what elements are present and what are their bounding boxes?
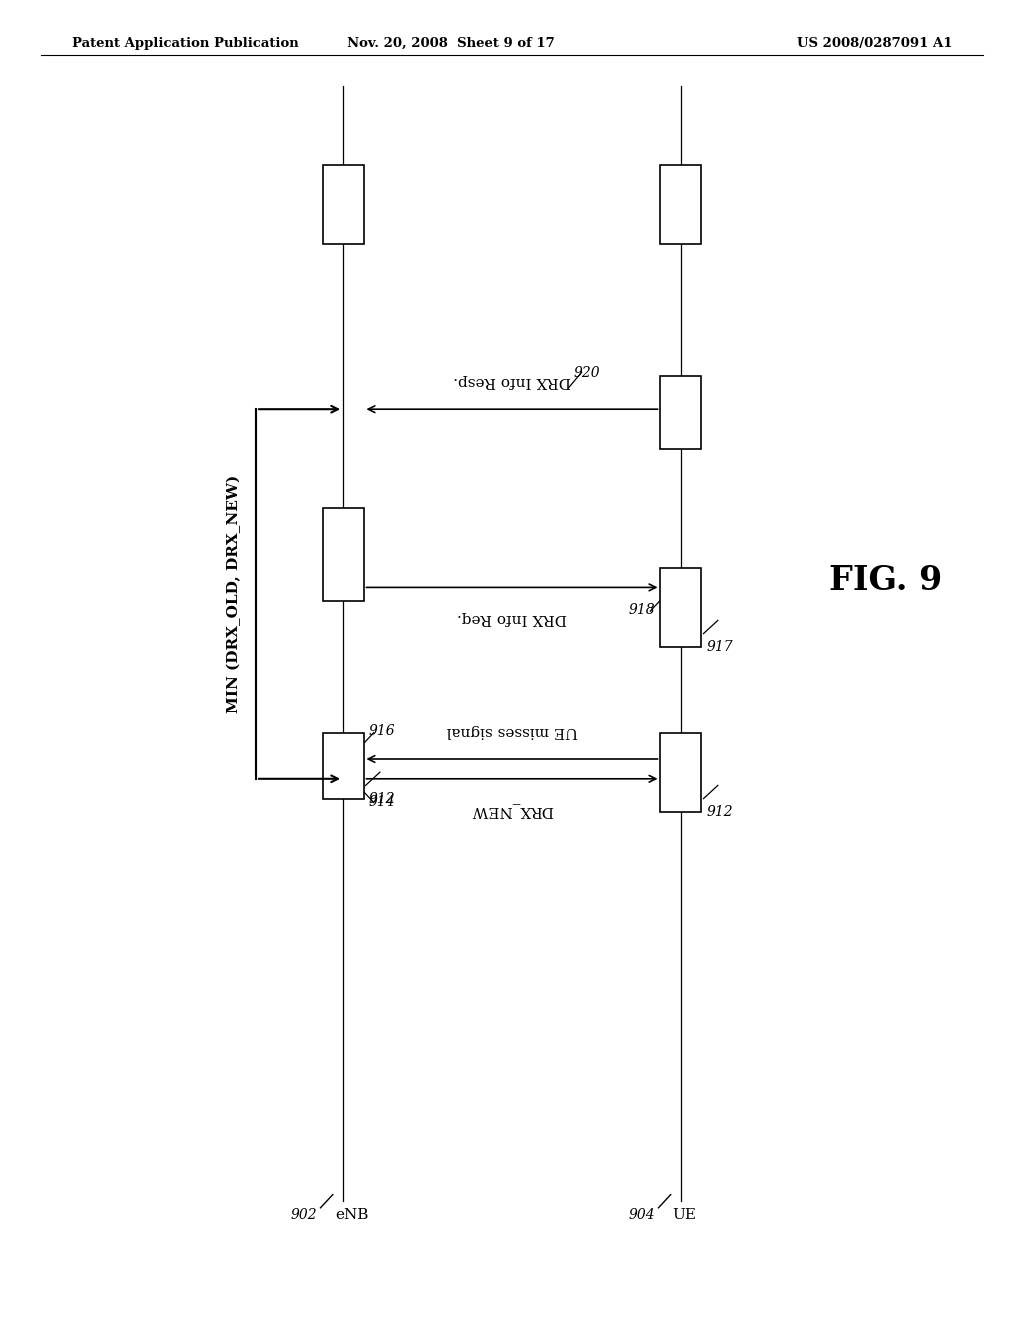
Text: Patent Application Publication: Patent Application Publication — [72, 37, 298, 50]
Text: DRX Info Resp.: DRX Info Resp. — [454, 374, 570, 388]
Text: eNB: eNB — [335, 1208, 369, 1222]
Text: 912: 912 — [369, 792, 395, 807]
Text: 904: 904 — [629, 1208, 655, 1222]
Text: DRX Info Req.: DRX Info Req. — [457, 611, 567, 626]
Text: 916: 916 — [369, 723, 395, 738]
Text: UE misses signal: UE misses signal — [446, 723, 578, 738]
Text: 918: 918 — [629, 603, 655, 618]
Bar — [660, 568, 701, 647]
Text: Nov. 20, 2008  Sheet 9 of 17: Nov. 20, 2008 Sheet 9 of 17 — [347, 37, 554, 50]
Text: US 2008/0287091 A1: US 2008/0287091 A1 — [797, 37, 952, 50]
Text: FIG. 9: FIG. 9 — [829, 565, 942, 597]
Bar — [660, 733, 701, 812]
Text: 912: 912 — [707, 805, 733, 820]
Bar — [323, 733, 364, 799]
Text: MIN (DRX_OLD, DRX_NEW): MIN (DRX_OLD, DRX_NEW) — [226, 475, 241, 713]
Text: UE: UE — [673, 1208, 696, 1222]
Bar — [323, 165, 364, 244]
Text: 920: 920 — [573, 366, 600, 380]
Text: 902: 902 — [291, 1208, 317, 1222]
Bar — [323, 508, 364, 601]
Text: DRX_NEW: DRX_NEW — [471, 803, 553, 817]
Bar — [660, 165, 701, 244]
Text: 917: 917 — [707, 640, 733, 655]
Text: 914: 914 — [369, 795, 395, 809]
Bar — [660, 376, 701, 449]
